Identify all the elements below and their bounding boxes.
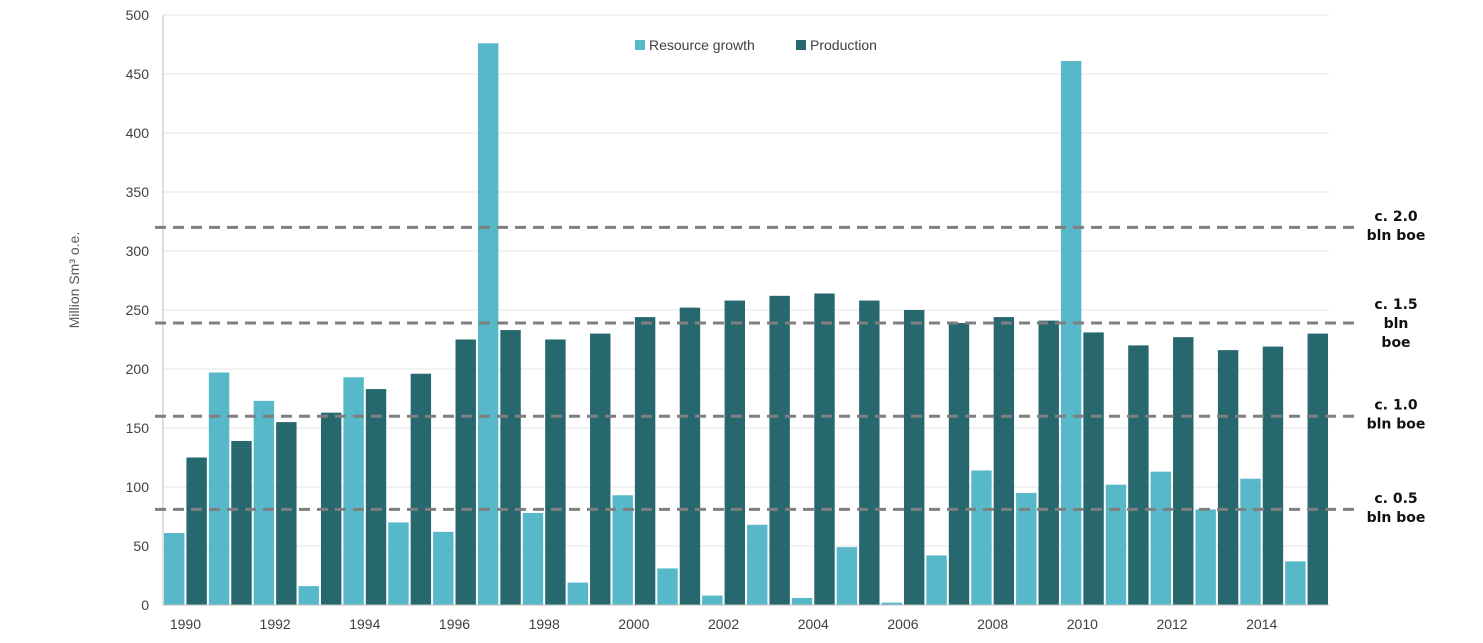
reference-line-label: boe (1381, 335, 1410, 351)
bar-resource-growth (702, 595, 723, 605)
x-tick-label: 1992 (260, 616, 291, 632)
bar-production (993, 317, 1015, 605)
bar-production (365, 389, 387, 605)
bar-production (1307, 333, 1328, 605)
reference-line-label: bln boe (1367, 417, 1426, 433)
bar-resource-growth (1105, 484, 1127, 605)
y-tick-label: 50 (133, 538, 149, 554)
bar-production (769, 295, 790, 605)
bar-production (724, 300, 745, 605)
bar-production (545, 339, 566, 605)
x-tick-label: 2014 (1246, 616, 1277, 632)
bar-resource-growth (343, 377, 364, 605)
bar-resource-growth (388, 522, 409, 605)
x-tick-label: 1990 (170, 616, 201, 632)
x-tick-label: 2010 (1067, 616, 1098, 632)
reference-line-label: bln boe (1367, 510, 1426, 526)
reference-line-label: c. 1.0 (1374, 398, 1418, 414)
y-tick-label: 100 (126, 479, 150, 495)
reference-line-label: bln (1384, 316, 1409, 332)
bar-production (814, 293, 835, 605)
reference-lines: c. 2.0 bln boe c. 1.5 bln boe c. 1.0 bln boe c.… (155, 209, 1425, 526)
bar-production (231, 440, 252, 605)
legend-swatch (635, 40, 645, 50)
bar-production (1217, 350, 1239, 605)
bar-resource-growth (1060, 61, 1082, 605)
reference-line-label: c. 0.5 (1374, 491, 1417, 507)
y-tick-label: 350 (126, 184, 150, 200)
x-tick-label: 2008 (977, 616, 1008, 632)
legend-swatch (796, 40, 806, 50)
y-tick-label: 500 (126, 7, 150, 23)
reference-line-label: bln boe (1367, 228, 1426, 244)
bar-production (590, 333, 611, 605)
y-tick-label: 450 (126, 66, 150, 82)
y-tick-label: 400 (126, 125, 150, 141)
bar-production (634, 317, 656, 605)
x-tick-label: 2004 (798, 616, 829, 632)
bar-resource-growth (1195, 509, 1216, 605)
y-tick-label: 0 (141, 597, 149, 613)
bar-production (500, 330, 521, 605)
bar-resource-growth (298, 586, 319, 605)
bar-production (903, 310, 925, 605)
y-axis-label: Million Sm³ o.e. (66, 232, 82, 328)
bar-resource-growth (791, 597, 813, 605)
x-tick-label: 1994 (349, 616, 380, 632)
legend-label: Production (810, 37, 877, 53)
bar-production (186, 457, 207, 605)
y-tick-label: 150 (126, 420, 150, 436)
x-tick-label: 2006 (887, 616, 918, 632)
bar-resource-growth (522, 512, 544, 605)
x-tick-label: 2002 (708, 616, 739, 632)
x-tick-label: 1996 (439, 616, 470, 632)
bar-resource-growth (253, 400, 275, 605)
bar-production (410, 373, 432, 605)
bar-production (1173, 337, 1194, 605)
bar-resource-growth (1150, 471, 1172, 605)
x-tick-label: 2000 (618, 616, 649, 632)
bar-production (1038, 320, 1059, 605)
bar-resource-growth (208, 372, 230, 605)
bar-resource-growth (836, 547, 858, 605)
bar-production (1262, 346, 1284, 605)
y-tick-label: 250 (126, 302, 150, 318)
bar-production (1083, 332, 1104, 605)
bar-resource-growth (433, 531, 454, 605)
bar-resource-growth (747, 524, 768, 605)
bar-resource-growth (1016, 492, 1037, 605)
bar-production (948, 322, 970, 605)
bar-resource-growth (926, 555, 947, 605)
bar-resource-growth (164, 533, 185, 605)
bar-production (276, 422, 297, 605)
bar-production (320, 412, 342, 605)
bar-production (455, 339, 476, 605)
bar-resource-growth (567, 582, 589, 605)
bar-production (1128, 345, 1149, 605)
x-tick-label: 2012 (1156, 616, 1187, 632)
bar-resource-growth (1285, 561, 1306, 605)
reference-line-label: c. 2.0 (1374, 209, 1418, 225)
bar-resource-growth (971, 470, 992, 605)
bar-resource-growth (881, 602, 902, 605)
y-tick-label: 200 (126, 361, 150, 377)
bar-production (679, 307, 701, 605)
legend-label: Resource growth (649, 37, 755, 53)
reference-line-label: c. 1.5 (1374, 297, 1417, 313)
x-tick-label: 1998 (529, 616, 560, 632)
y-tick-label: 300 (126, 243, 150, 259)
bar-production (859, 300, 880, 605)
bar-resource-growth (1240, 478, 1261, 605)
axes: 0 50 100 150 200 250 300 350 400 450 500 1990 1992 19… (126, 7, 1329, 632)
bar-resource-growth (657, 568, 678, 605)
legend: Resource growth Production (635, 37, 877, 53)
bar-resource-growth (612, 495, 633, 605)
